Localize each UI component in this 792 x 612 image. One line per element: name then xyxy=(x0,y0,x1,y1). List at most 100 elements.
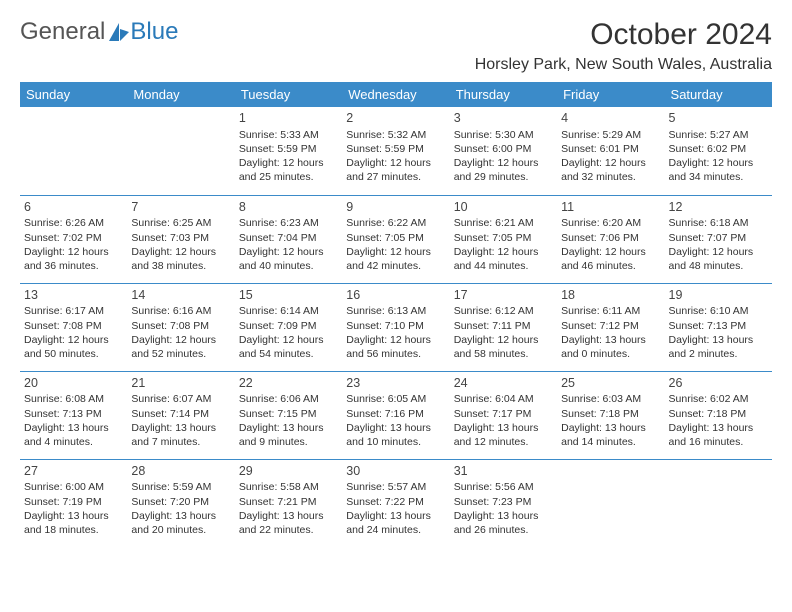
day-header: Saturday xyxy=(665,82,772,107)
sail-icon xyxy=(108,22,130,42)
cell-text: and 9 minutes. xyxy=(239,435,338,449)
cell-text: Daylight: 13 hours xyxy=(454,509,553,523)
calendar-cell xyxy=(127,107,234,195)
cell-text: Sunrise: 6:06 AM xyxy=(239,392,338,406)
day-number: 19 xyxy=(669,287,768,304)
cell-text: Daylight: 13 hours xyxy=(239,509,338,523)
cell-text: Sunset: 7:13 PM xyxy=(669,319,768,333)
calendar-cell: 1Sunrise: 5:33 AMSunset: 5:59 PMDaylight… xyxy=(235,107,342,195)
cell-text: Daylight: 12 hours xyxy=(131,245,230,259)
calendar-cell: 28Sunrise: 5:59 AMSunset: 7:20 PMDayligh… xyxy=(127,459,234,547)
cell-text: Sunrise: 5:30 AM xyxy=(454,128,553,142)
cell-text: Sunset: 5:59 PM xyxy=(239,142,338,156)
cell-text: Daylight: 13 hours xyxy=(24,509,123,523)
day-number: 11 xyxy=(561,199,660,216)
cell-text: Daylight: 13 hours xyxy=(346,509,445,523)
cell-text: and 34 minutes. xyxy=(669,170,768,184)
cell-text: and 26 minutes. xyxy=(454,523,553,537)
calendar-cell xyxy=(20,107,127,195)
day-header: Thursday xyxy=(450,82,557,107)
cell-text: Daylight: 12 hours xyxy=(669,245,768,259)
cell-text: Daylight: 13 hours xyxy=(454,421,553,435)
cell-text: and 40 minutes. xyxy=(239,259,338,273)
day-header-row: SundayMondayTuesdayWednesdayThursdayFrid… xyxy=(20,82,772,107)
day-header: Friday xyxy=(557,82,664,107)
cell-text: Sunrise: 6:12 AM xyxy=(454,304,553,318)
day-number: 13 xyxy=(24,287,123,304)
cell-text: Sunset: 7:18 PM xyxy=(561,407,660,421)
day-number: 27 xyxy=(24,463,123,480)
cell-text: Daylight: 12 hours xyxy=(669,156,768,170)
cell-text: Daylight: 12 hours xyxy=(454,156,553,170)
cell-text: and 20 minutes. xyxy=(131,523,230,537)
day-number: 1 xyxy=(239,110,338,127)
calendar-cell: 22Sunrise: 6:06 AMSunset: 7:15 PMDayligh… xyxy=(235,371,342,459)
cell-text: Sunset: 7:20 PM xyxy=(131,495,230,509)
cell-text: and 18 minutes. xyxy=(24,523,123,537)
day-number: 28 xyxy=(131,463,230,480)
cell-text: Daylight: 12 hours xyxy=(239,156,338,170)
logo-text-a: General xyxy=(20,18,105,46)
cell-text: Sunrise: 5:27 AM xyxy=(669,128,768,142)
cell-text: Sunset: 7:02 PM xyxy=(24,231,123,245)
cell-text: Sunrise: 5:29 AM xyxy=(561,128,660,142)
cell-text: Sunrise: 6:17 AM xyxy=(24,304,123,318)
day-number: 26 xyxy=(669,375,768,392)
calendar-cell: 17Sunrise: 6:12 AMSunset: 7:11 PMDayligh… xyxy=(450,283,557,371)
cell-text: and 27 minutes. xyxy=(346,170,445,184)
cell-text: Sunrise: 6:16 AM xyxy=(131,304,230,318)
cell-text: Sunrise: 5:58 AM xyxy=(239,480,338,494)
calendar-cell: 18Sunrise: 6:11 AMSunset: 7:12 PMDayligh… xyxy=(557,283,664,371)
cell-text: Sunrise: 6:22 AM xyxy=(346,216,445,230)
calendar-cell: 4Sunrise: 5:29 AMSunset: 6:01 PMDaylight… xyxy=(557,107,664,195)
day-number: 30 xyxy=(346,463,445,480)
logo: General Blue xyxy=(20,18,178,46)
day-number: 24 xyxy=(454,375,553,392)
cell-text: and 16 minutes. xyxy=(669,435,768,449)
cell-text: and 54 minutes. xyxy=(239,347,338,361)
day-number: 29 xyxy=(239,463,338,480)
cell-text: Sunset: 7:07 PM xyxy=(669,231,768,245)
cell-text: Daylight: 13 hours xyxy=(561,333,660,347)
day-number: 15 xyxy=(239,287,338,304)
cell-text: and 42 minutes. xyxy=(346,259,445,273)
cell-text: and 36 minutes. xyxy=(24,259,123,273)
calendar-cell: 2Sunrise: 5:32 AMSunset: 5:59 PMDaylight… xyxy=(342,107,449,195)
day-number: 31 xyxy=(454,463,553,480)
calendar-cell: 24Sunrise: 6:04 AMSunset: 7:17 PMDayligh… xyxy=(450,371,557,459)
calendar-cell: 25Sunrise: 6:03 AMSunset: 7:18 PMDayligh… xyxy=(557,371,664,459)
cell-text: and 58 minutes. xyxy=(454,347,553,361)
day-number: 2 xyxy=(346,110,445,127)
day-number: 3 xyxy=(454,110,553,127)
cell-text: Sunset: 7:08 PM xyxy=(131,319,230,333)
calendar-cell: 21Sunrise: 6:07 AMSunset: 7:14 PMDayligh… xyxy=(127,371,234,459)
cell-text: Sunrise: 6:14 AM xyxy=(239,304,338,318)
cell-text: and 52 minutes. xyxy=(131,347,230,361)
day-number: 23 xyxy=(346,375,445,392)
cell-text: and 10 minutes. xyxy=(346,435,445,449)
cell-text: and 48 minutes. xyxy=(669,259,768,273)
day-number: 8 xyxy=(239,199,338,216)
cell-text: Sunrise: 6:05 AM xyxy=(346,392,445,406)
day-header: Monday xyxy=(127,82,234,107)
cell-text: Daylight: 13 hours xyxy=(561,421,660,435)
cell-text: Sunset: 7:11 PM xyxy=(454,319,553,333)
day-number: 12 xyxy=(669,199,768,216)
calendar-week: 6Sunrise: 6:26 AMSunset: 7:02 PMDaylight… xyxy=(20,195,772,283)
cell-text: Sunset: 6:02 PM xyxy=(669,142,768,156)
cell-text: Daylight: 12 hours xyxy=(454,245,553,259)
cell-text: and 38 minutes. xyxy=(131,259,230,273)
cell-text: Sunset: 7:10 PM xyxy=(346,319,445,333)
cell-text: and 4 minutes. xyxy=(24,435,123,449)
cell-text: Daylight: 12 hours xyxy=(239,245,338,259)
cell-text: Daylight: 12 hours xyxy=(239,333,338,347)
cell-text: Sunrise: 6:02 AM xyxy=(669,392,768,406)
calendar-cell xyxy=(665,459,772,547)
cell-text: Daylight: 13 hours xyxy=(131,421,230,435)
cell-text: Sunrise: 6:26 AM xyxy=(24,216,123,230)
calendar-week: 27Sunrise: 6:00 AMSunset: 7:19 PMDayligh… xyxy=(20,459,772,547)
cell-text: Sunset: 7:04 PM xyxy=(239,231,338,245)
cell-text: Daylight: 13 hours xyxy=(239,421,338,435)
cell-text: Daylight: 12 hours xyxy=(24,333,123,347)
cell-text: Daylight: 12 hours xyxy=(346,333,445,347)
